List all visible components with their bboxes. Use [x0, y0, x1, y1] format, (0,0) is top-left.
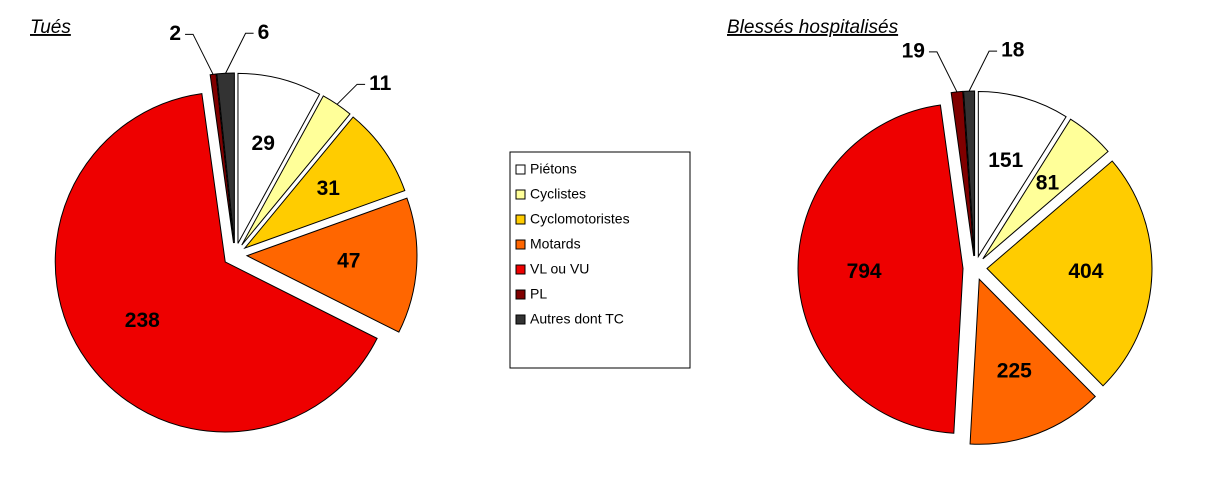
- data-label: 6: [258, 21, 270, 44]
- legend-label: Autres dont TC: [530, 311, 624, 327]
- leader-line: [225, 32, 254, 74]
- legend-box: [509, 151, 691, 369]
- legend-swatch: [515, 289, 526, 300]
- data-label: 11: [369, 72, 392, 95]
- legend-label: VL ou VU: [530, 261, 589, 277]
- chart-title: Tués: [30, 17, 71, 38]
- pie-slice: [969, 278, 1096, 445]
- leader-line: [336, 83, 366, 105]
- legend-label: Cyclistes: [530, 186, 586, 202]
- legend-swatch: [515, 164, 526, 175]
- legend-swatch: [515, 214, 526, 225]
- legend-swatch: [515, 189, 526, 200]
- data-label: 29: [252, 132, 275, 155]
- legend-swatch: [515, 239, 526, 250]
- pie-slice: [986, 160, 1153, 387]
- legend-swatch: [515, 314, 526, 325]
- data-label: 81: [1036, 171, 1060, 194]
- pie-slice: [982, 118, 1109, 260]
- legend-swatch: [515, 264, 526, 275]
- legend-label: PL: [530, 286, 547, 302]
- legend-label: Motards: [530, 236, 581, 252]
- pie-slice: [243, 116, 406, 250]
- data-label: 2: [169, 22, 181, 45]
- pie-slice: [963, 90, 976, 257]
- leader-line: [185, 33, 214, 75]
- leader-line: [968, 50, 998, 92]
- legend-label: Piétons: [530, 161, 577, 177]
- leader-line: [928, 51, 958, 93]
- data-label: 19: [902, 39, 925, 62]
- legend-label: Cyclomotoristes: [530, 211, 630, 227]
- data-label: 47: [337, 249, 360, 272]
- data-label: 794: [847, 260, 882, 283]
- pie-slice: [54, 93, 378, 433]
- data-label: 404: [1068, 260, 1103, 283]
- data-label: 31: [317, 177, 341, 200]
- data-label: 151: [988, 149, 1023, 172]
- pie-slice: [797, 104, 964, 434]
- pie-slice: [977, 90, 1067, 259]
- pie-slice: [237, 72, 321, 244]
- pie-slice: [245, 197, 418, 333]
- data-label: 238: [125, 309, 160, 332]
- data-label: 18: [1001, 39, 1025, 62]
- data-label: 225: [997, 359, 1032, 382]
- chart-title: Blessés hospitalisés: [727, 17, 899, 38]
